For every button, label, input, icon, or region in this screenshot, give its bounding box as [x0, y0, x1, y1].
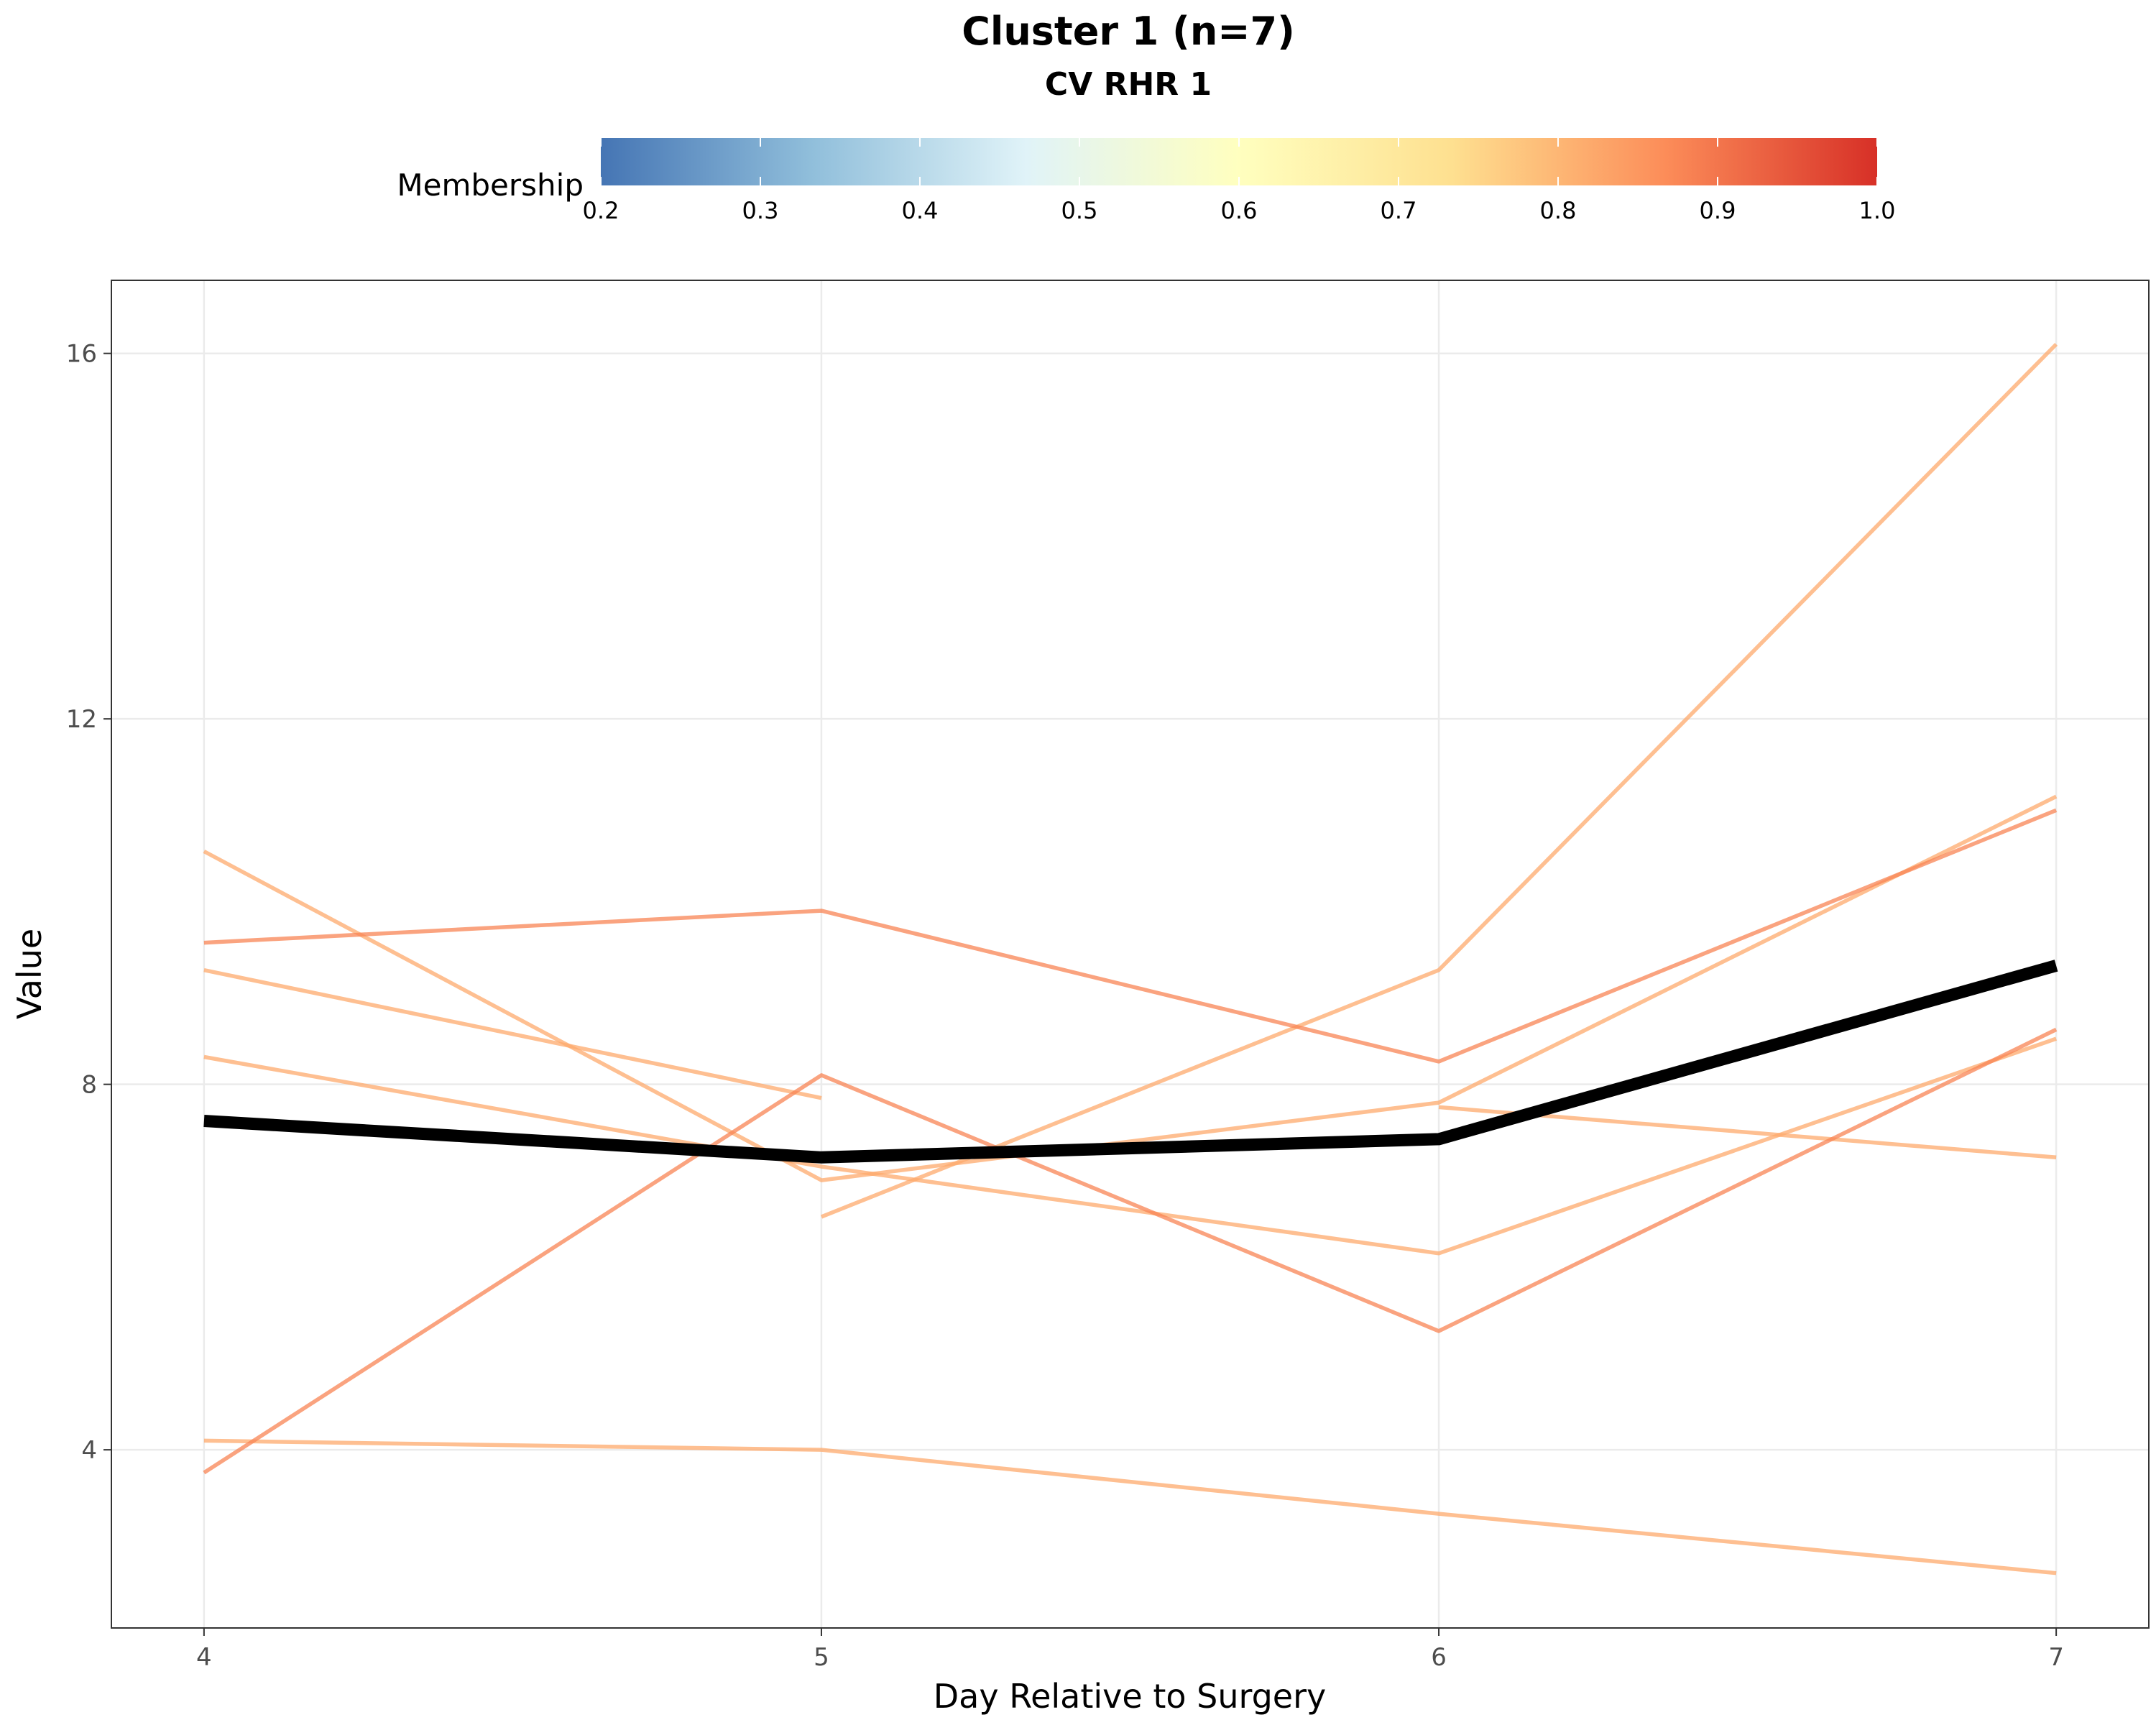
series-line-2	[820, 343, 2058, 1219]
y-axis-title: Value	[10, 929, 49, 1019]
legend-title: Membership	[397, 167, 584, 203]
centroid-line	[203, 960, 2058, 1164]
y-tick-label: 8	[81, 1071, 97, 1100]
series-line-7	[203, 808, 2058, 1064]
colorbar-tick-label: 0.9	[1700, 197, 1736, 224]
plot-border	[111, 280, 2150, 1629]
colorbar-tick-label: 0.2	[583, 197, 619, 224]
x-tick-label: 5	[814, 1643, 829, 1672]
colorbar-tick-label: 0.4	[902, 197, 939, 224]
plot-panel	[111, 280, 2149, 1628]
y-tick-label: 12	[66, 705, 97, 734]
series-line-8	[203, 1027, 2058, 1475]
x-tick-label: 6	[1431, 1643, 1447, 1672]
colorbar-tick-label: 1.0	[1859, 197, 1896, 224]
series-line-1	[203, 794, 2058, 1182]
series-line-3	[203, 968, 822, 1100]
colorbar-tick-label: 0.7	[1381, 197, 1417, 224]
chart-title: Cluster 1 (n=7)	[962, 9, 1295, 54]
x-tick-label: 4	[196, 1643, 212, 1672]
y-tick-label: 4	[81, 1436, 97, 1465]
colorbar-tick-label: 0.6	[1221, 197, 1258, 224]
x-tick-label: 7	[2048, 1643, 2064, 1672]
series-line-4	[203, 1036, 2058, 1256]
series-line-5	[203, 1438, 2057, 1576]
colorbar-legend: Membership 0.2 0.3 0.4 0.5 0.6 0.7 0.8 0.9 1.0	[397, 138, 1895, 224]
colorbar-tick-label: 0.5	[1061, 197, 1098, 224]
y-tick-label: 16	[66, 340, 97, 369]
x-axis-title: Day Relative to Surgery	[934, 1677, 1326, 1716]
colorbar-tick-label: 0.3	[742, 197, 779, 224]
colorbar-tick-label: 0.8	[1540, 197, 1577, 224]
chart-subtitle: CV RHR 1	[1045, 66, 1212, 103]
